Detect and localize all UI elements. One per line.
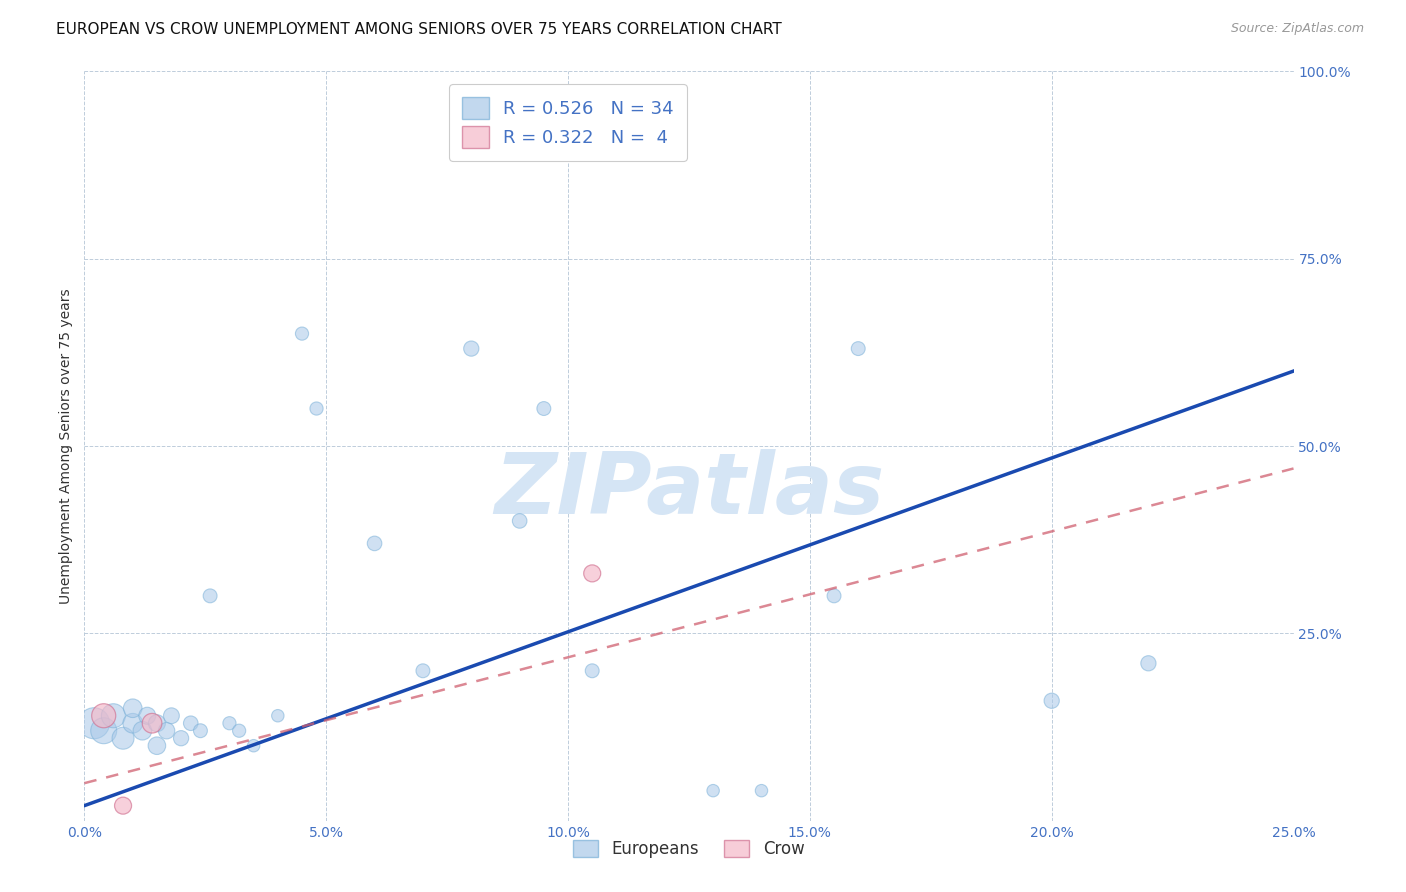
- Point: [846, 342, 869, 356]
- Text: ZIPatlas: ZIPatlas: [494, 450, 884, 533]
- Point: [363, 536, 385, 550]
- Point: [242, 739, 264, 753]
- Point: [1137, 657, 1160, 671]
- Point: [83, 716, 105, 731]
- Point: [170, 731, 193, 746]
- Point: [93, 708, 115, 723]
- Point: [146, 716, 169, 731]
- Point: [267, 708, 290, 723]
- Point: [121, 716, 143, 731]
- Point: [1040, 694, 1063, 708]
- Text: Source: ZipAtlas.com: Source: ZipAtlas.com: [1230, 22, 1364, 36]
- Point: [112, 798, 135, 813]
- Point: [581, 664, 603, 678]
- Point: [412, 664, 434, 678]
- Point: [136, 708, 159, 723]
- Point: [146, 739, 169, 753]
- Point: [190, 723, 212, 738]
- Point: [218, 716, 240, 731]
- Point: [131, 723, 153, 738]
- Point: [751, 783, 773, 797]
- Y-axis label: Unemployment Among Seniors over 75 years: Unemployment Among Seniors over 75 years: [59, 288, 73, 604]
- Point: [533, 401, 555, 416]
- Point: [141, 716, 163, 731]
- Legend: Europeans, Crow: Europeans, Crow: [567, 833, 811, 864]
- Point: [93, 723, 115, 738]
- Point: [228, 723, 250, 738]
- Text: EUROPEAN VS CROW UNEMPLOYMENT AMONG SENIORS OVER 75 YEARS CORRELATION CHART: EUROPEAN VS CROW UNEMPLOYMENT AMONG SENI…: [56, 22, 782, 37]
- Point: [112, 731, 135, 746]
- Point: [702, 783, 724, 797]
- Point: [291, 326, 314, 341]
- Point: [121, 701, 143, 715]
- Point: [160, 708, 183, 723]
- Point: [155, 723, 177, 738]
- Point: [103, 708, 125, 723]
- Point: [460, 342, 482, 356]
- Point: [180, 716, 202, 731]
- Point: [305, 401, 328, 416]
- Point: [581, 566, 603, 581]
- Point: [509, 514, 531, 528]
- Point: [198, 589, 221, 603]
- Point: [823, 589, 845, 603]
